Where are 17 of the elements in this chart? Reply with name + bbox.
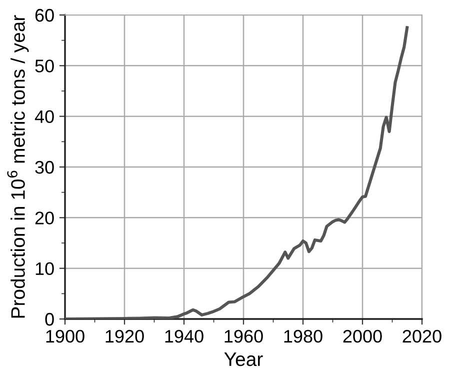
x-tick-label: 1980 [284,330,322,343]
y-tick-label: 60 [35,8,54,22]
y-tick-label: 20 [35,212,54,224]
y-tick-label: 10 [36,262,54,276]
y-tick-label: 0 [45,312,54,326]
line-series [65,26,409,319]
x-tick-label: 2000 [343,330,382,343]
x-tick-label: 1920 [106,330,144,343]
y-tick-label: 30 [35,160,54,174]
x-tick-label: 1900 [46,330,84,343]
y-tick-label: 50 [35,60,54,72]
x-axis-title: Year [224,352,263,366]
x-tick-label: 1960 [224,330,263,343]
x-tick-label: 1940 [165,330,204,343]
y-axis-title: Production in 10$^{6}$ metric tons / year [7,15,29,318]
x-tick-label: 2020 [402,330,442,343]
y-tick-label: 40 [34,110,54,124]
